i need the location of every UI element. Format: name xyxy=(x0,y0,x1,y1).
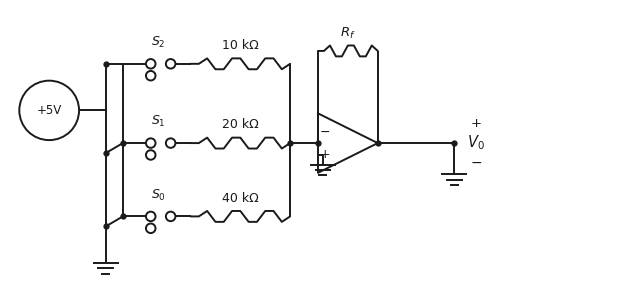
Circle shape xyxy=(146,138,156,148)
Text: 40 kΩ: 40 kΩ xyxy=(222,192,258,205)
Text: $V_0$: $V_0$ xyxy=(467,134,485,152)
Circle shape xyxy=(146,59,156,69)
Circle shape xyxy=(166,138,175,148)
Text: 20 kΩ: 20 kΩ xyxy=(222,118,258,131)
Circle shape xyxy=(146,71,156,81)
Circle shape xyxy=(166,212,175,221)
Circle shape xyxy=(146,150,156,160)
Text: $S_0$: $S_0$ xyxy=(151,188,166,203)
Circle shape xyxy=(146,224,156,233)
Text: 10 kΩ: 10 kΩ xyxy=(222,39,258,52)
Text: $S_1$: $S_1$ xyxy=(151,114,166,129)
Circle shape xyxy=(146,212,156,221)
Text: $+$: $+$ xyxy=(319,149,331,161)
Text: $R_f$: $R_f$ xyxy=(340,26,356,41)
Text: −: − xyxy=(471,156,482,170)
Circle shape xyxy=(166,59,175,69)
Text: $S_2$: $S_2$ xyxy=(151,35,166,50)
Circle shape xyxy=(19,81,79,140)
Text: $-$: $-$ xyxy=(319,125,331,138)
Text: +5V: +5V xyxy=(37,104,62,117)
Text: +: + xyxy=(471,117,482,130)
